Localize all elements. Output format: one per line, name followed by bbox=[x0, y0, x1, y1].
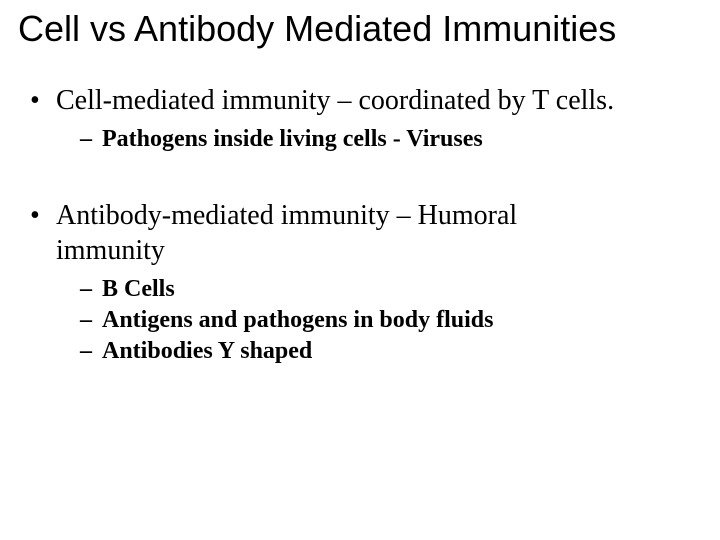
sub-list: B Cells Antigens and pathogens in body f… bbox=[80, 274, 702, 368]
bullet-antibody-mediated: Antibody-mediated immunity – Humoral imm… bbox=[28, 198, 702, 368]
sub-bullet: Antigens and pathogens in body fluids bbox=[80, 305, 702, 336]
sub-bullet: Antibodies Y shaped bbox=[80, 336, 702, 367]
sub-bullet-text: Antibodies Y shaped bbox=[102, 338, 312, 364]
sub-bullet-text: B Cells bbox=[102, 276, 175, 302]
sub-bullet: B Cells bbox=[80, 274, 702, 305]
bullet-text: Cell-mediated immunity – coordinated by … bbox=[56, 85, 614, 116]
sub-list: Pathogens inside living cells - Viruses bbox=[80, 124, 702, 155]
slide-title: Cell vs Antibody Mediated Immunities bbox=[18, 8, 702, 49]
bullet-text-line2: immunity bbox=[56, 235, 165, 266]
sub-bullet-text: Pathogens inside living cells - Viruses bbox=[102, 126, 483, 152]
sub-bullet-text: Antigens and pathogens in body fluids bbox=[102, 307, 493, 333]
slide: Cell vs Antibody Mediated Immunities Cel… bbox=[0, 0, 720, 540]
bullet-cell-mediated: Cell-mediated immunity – coordinated by … bbox=[28, 83, 702, 155]
bullet-list: Cell-mediated immunity – coordinated by … bbox=[28, 83, 702, 367]
sub-bullet: Pathogens inside living cells - Viruses bbox=[80, 124, 702, 155]
bullet-text-line1: Antibody-mediated immunity – Humoral bbox=[56, 200, 517, 231]
